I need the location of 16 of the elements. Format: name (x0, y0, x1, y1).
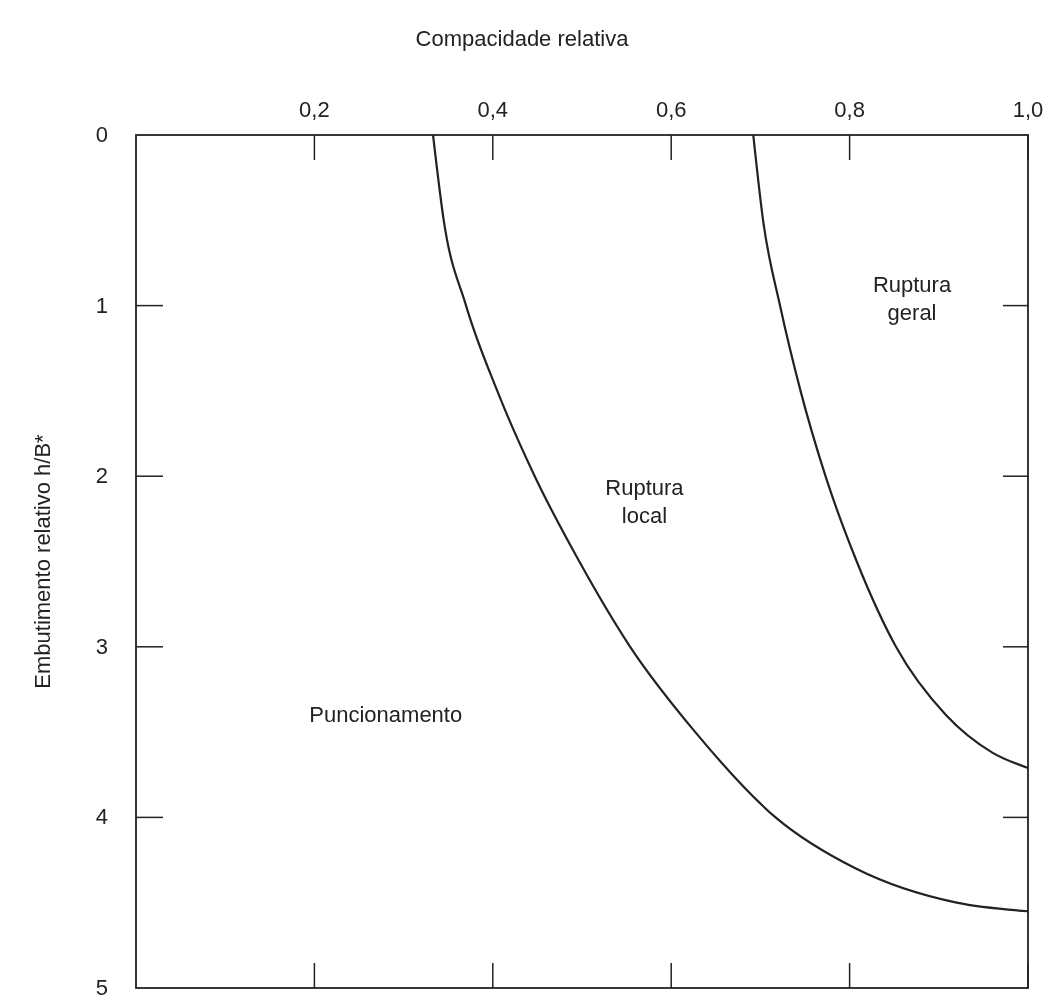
y-tick-label: 4 (95, 804, 108, 830)
x-tick-label: 0,6 (655, 97, 687, 122)
annotation: Ruptura geral (872, 271, 952, 325)
y-tick-label: 3 (95, 633, 108, 659)
x-tick-label: 1,0 (1012, 97, 1044, 122)
annotation: Ruptura local (605, 474, 685, 528)
x-tick-label: 0,4 (477, 97, 509, 122)
y-tick-label: 0 (95, 122, 108, 147)
y-tick-label: 1 (95, 292, 108, 318)
x-axis-title: Compacidade relativa (415, 26, 630, 51)
y-tick-label: 2 (95, 463, 108, 489)
x-tick-label: 0,8 (834, 97, 865, 122)
annotation: Puncionamento (309, 702, 463, 728)
y-tick-label: 5 (95, 975, 108, 1000)
x-tick-label: 0,2 (299, 97, 330, 122)
y-axis-title: Embutimento relativo h/B* (30, 433, 55, 689)
